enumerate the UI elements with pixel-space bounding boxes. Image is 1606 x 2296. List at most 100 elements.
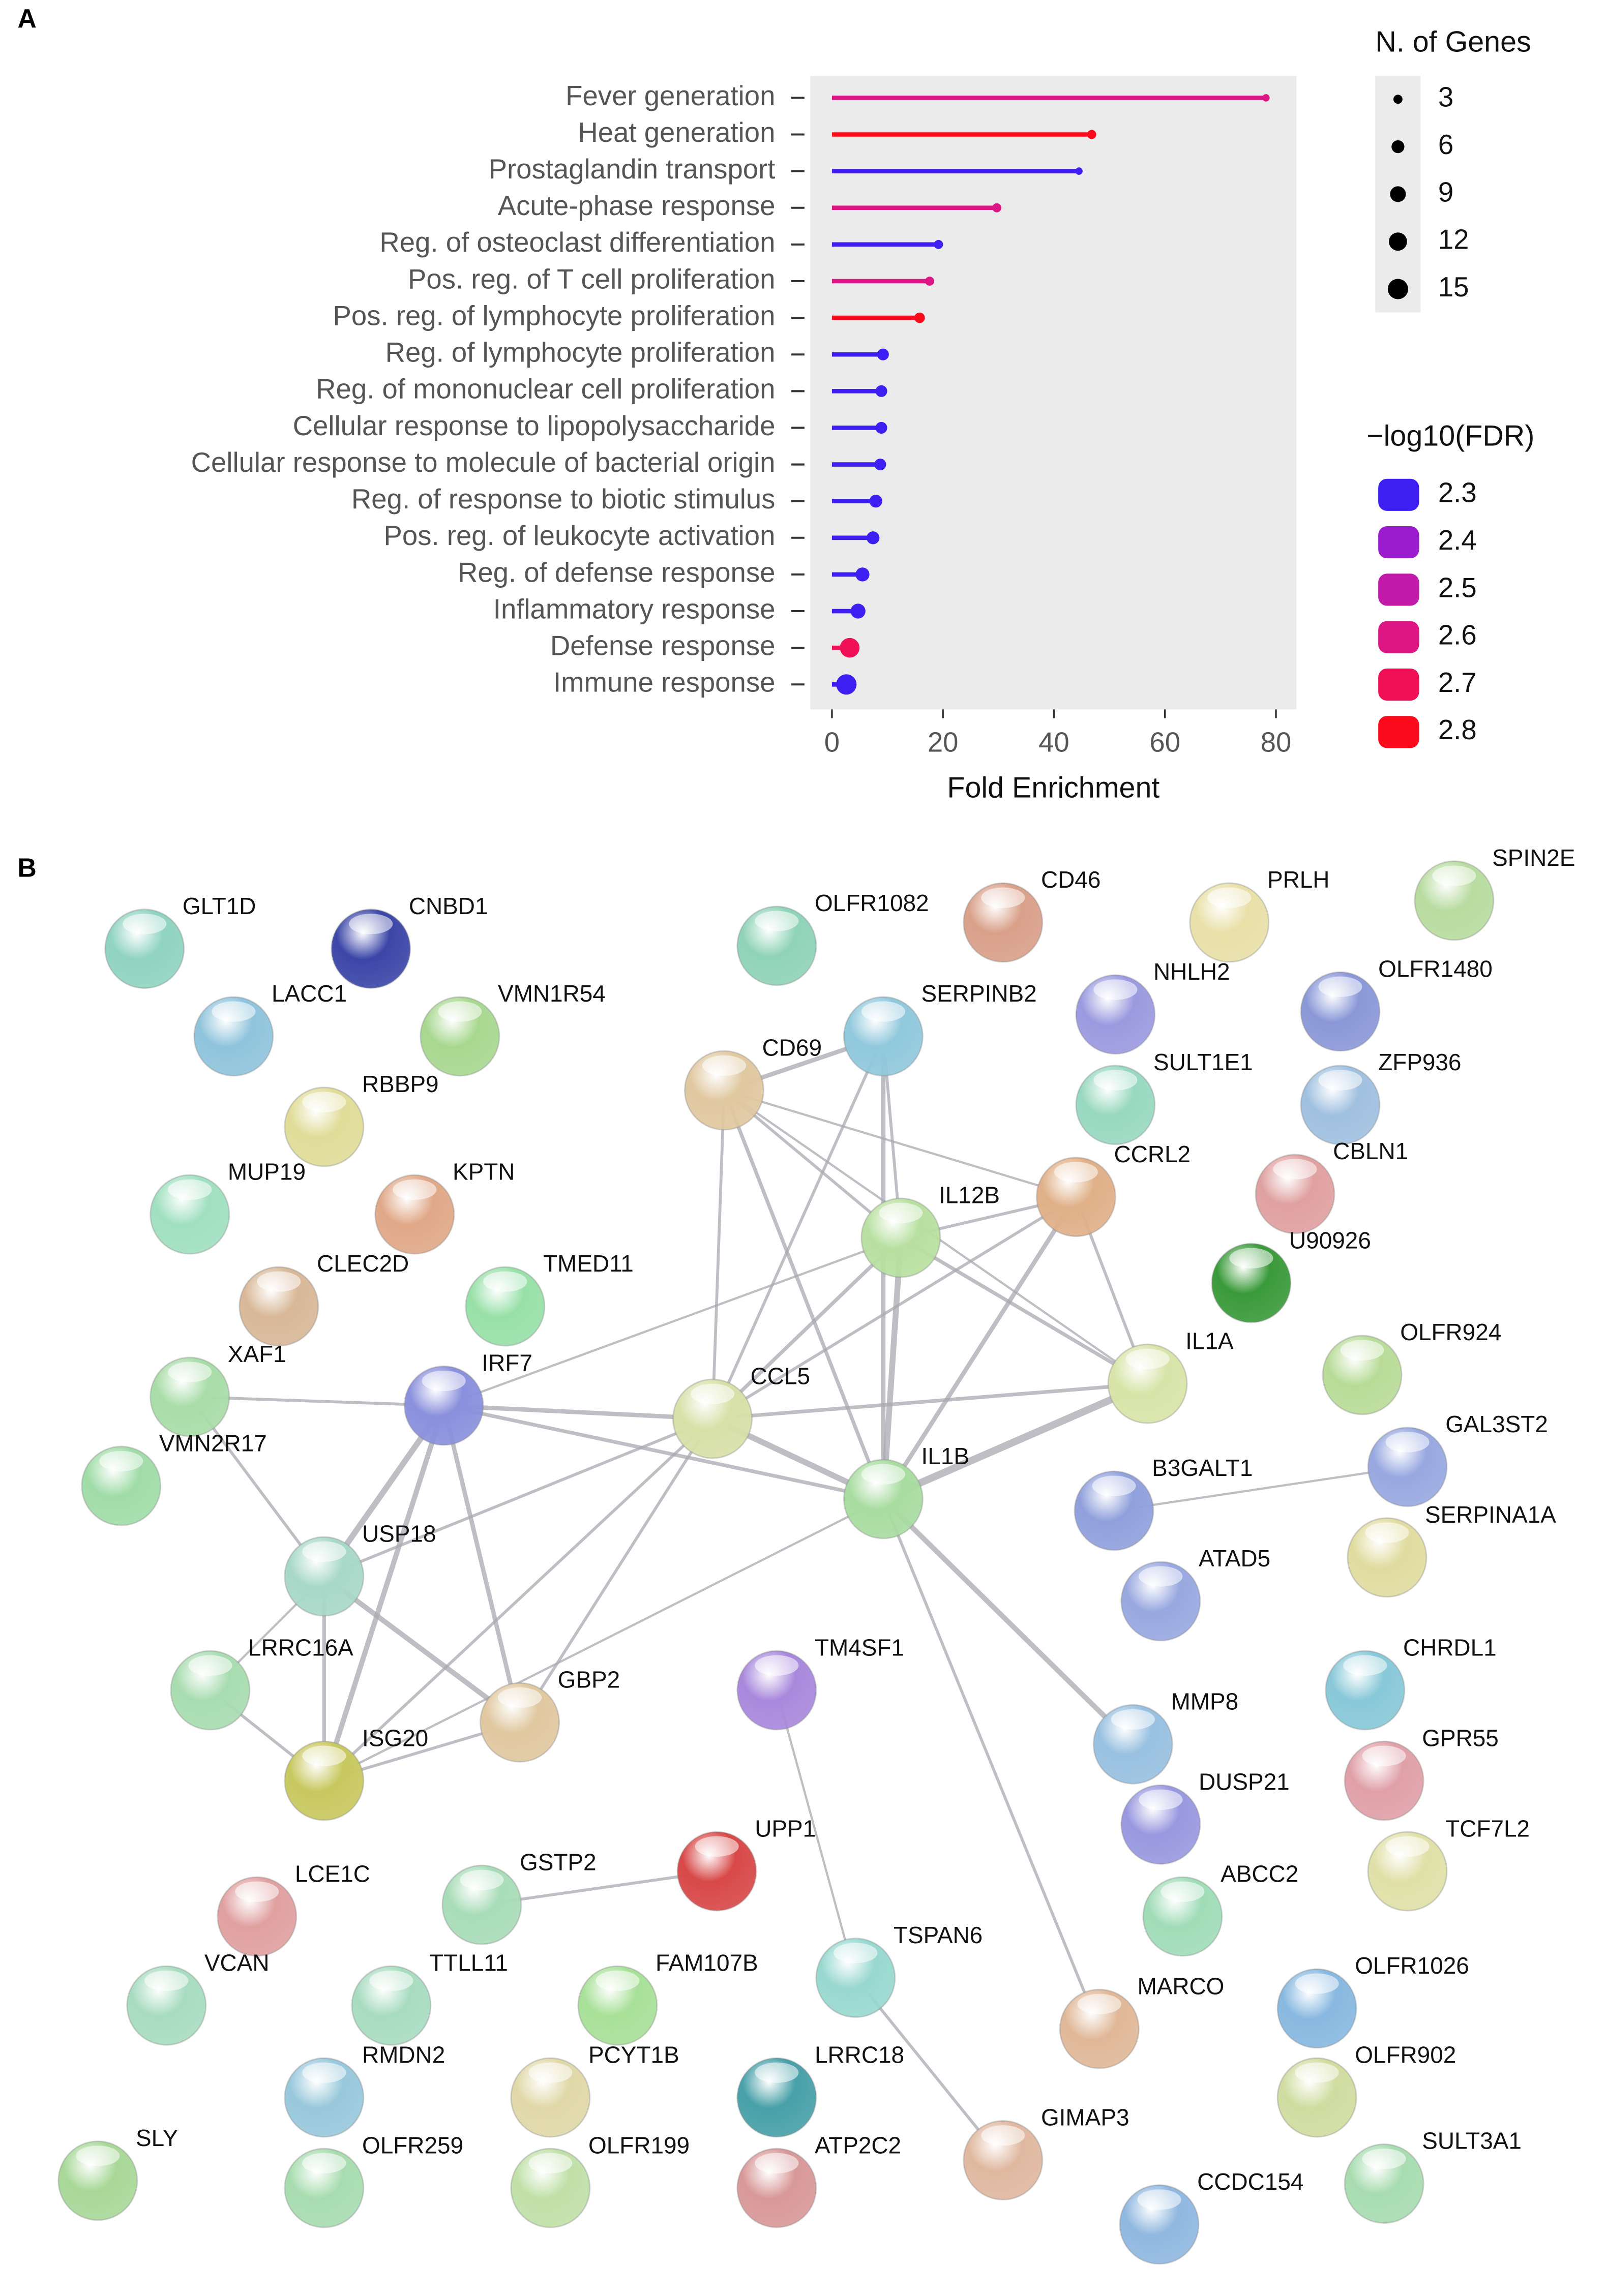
node-highlight — [981, 887, 1025, 908]
node — [1276, 2057, 1357, 2138]
node — [1074, 1470, 1154, 1551]
node-label: GIMAP3 — [1041, 2104, 1129, 2131]
category-label: Pos. reg. of lymphocyte proliferation — [333, 300, 776, 331]
dot — [874, 458, 886, 471]
x-tick-label: 20 — [928, 727, 959, 758]
node-highlight — [1054, 1162, 1098, 1183]
node-label: OLFR1026 — [1355, 1952, 1469, 1979]
x-tick-label: 80 — [1261, 727, 1292, 758]
edge — [882, 1380, 1149, 1503]
node-highlight — [1139, 1566, 1183, 1587]
node-label: CNBD1 — [409, 893, 488, 919]
node-label: CCL5 — [751, 1363, 810, 1389]
node-label: DUSP21 — [1199, 1768, 1290, 1795]
node-highlight — [1077, 1993, 1121, 2014]
edge — [712, 1382, 1148, 1421]
legend-label: 2.5 — [1438, 572, 1477, 603]
node — [1120, 1784, 1201, 1865]
dot — [925, 277, 934, 286]
node-highlight — [1273, 1159, 1317, 1180]
node-highlight — [755, 2062, 799, 2083]
node-highlight — [528, 2062, 573, 2083]
node — [1142, 1876, 1223, 1957]
node — [1347, 1517, 1427, 1598]
node — [1276, 1968, 1357, 2049]
node — [1119, 2184, 1200, 2265]
node-highlight — [1229, 1248, 1273, 1268]
dot — [875, 385, 887, 397]
node — [374, 1174, 455, 1255]
category-label: Reg. of lymphocyte proliferation — [385, 337, 776, 368]
legend-label: 2.3 — [1438, 477, 1477, 508]
node — [1189, 882, 1270, 963]
node — [1322, 1335, 1403, 1415]
node-highlight — [755, 911, 799, 931]
node-highlight — [144, 1970, 189, 1991]
node-label: LRRC16A — [248, 1634, 353, 1660]
node — [1107, 1343, 1188, 1424]
node-label: SERPINB2 — [921, 980, 1037, 1007]
node — [963, 2120, 1044, 2200]
node-label: UPP1 — [755, 1815, 816, 1841]
category-label: Heat generation — [578, 117, 775, 148]
node — [284, 1740, 365, 1821]
node-highlight — [483, 1271, 527, 1292]
node-label: IL1A — [1185, 1327, 1234, 1354]
legend-title: −log10(FDR) — [1366, 419, 1534, 452]
node-highlight — [393, 1179, 437, 1200]
x-tick-label: 60 — [1149, 727, 1180, 758]
edge — [900, 1236, 1149, 1385]
node-label: SPIN2E — [1492, 844, 1575, 871]
edge — [882, 1498, 1101, 2030]
node-label: CCRL2 — [1114, 1141, 1191, 1167]
node-label: PCYT1B — [588, 2041, 679, 2068]
legend-swatch — [1378, 573, 1419, 606]
legend-dot — [1390, 186, 1406, 202]
node — [1075, 1065, 1156, 1145]
node-highlight — [702, 1055, 747, 1076]
node-highlight — [1139, 1789, 1183, 1810]
node-highlight — [168, 1362, 212, 1382]
edge — [443, 1236, 902, 1407]
node-label: NHLH2 — [1153, 958, 1230, 985]
node — [465, 1266, 546, 1347]
node — [441, 1864, 522, 1945]
node-label: LRRC18 — [815, 2041, 904, 2068]
node-highlight — [438, 1001, 482, 1022]
node-label: OLFR924 — [1400, 1319, 1501, 1345]
category-label: Pos. reg. of T cell proliferation — [408, 263, 775, 294]
node-highlight — [302, 1092, 346, 1112]
node — [1092, 1704, 1173, 1785]
category-label: Immune response — [553, 667, 775, 698]
node — [510, 2148, 591, 2228]
node — [1367, 1831, 1448, 1912]
category-label: Reg. of mononuclear cell proliferation — [316, 374, 775, 405]
node — [1344, 1740, 1424, 1821]
node — [150, 1174, 230, 1255]
dot — [875, 421, 887, 434]
x-axis-title: Fold Enrichment — [947, 771, 1159, 804]
node-label: TMED11 — [543, 1250, 634, 1277]
node-highlight — [497, 1687, 542, 1708]
node-label: SERPINA1A — [1425, 1501, 1556, 1528]
node — [420, 996, 500, 1077]
dot — [869, 495, 882, 508]
x-tick-label: 0 — [824, 727, 840, 758]
category-label: Pos. reg. of leukocyte activation — [384, 520, 776, 551]
node — [860, 1197, 941, 1278]
legend-swatch — [1378, 621, 1419, 653]
node-highlight — [302, 2153, 346, 2173]
node — [1300, 971, 1381, 1052]
node-label: CHRDL1 — [1403, 1634, 1497, 1660]
node — [239, 1266, 319, 1347]
node — [81, 1445, 162, 1526]
edge — [711, 1195, 1077, 1421]
node-highlight — [1207, 887, 1252, 908]
x-tick-label: 40 — [1038, 727, 1069, 758]
node-label: PRLH — [1267, 866, 1330, 893]
node — [963, 882, 1044, 963]
node-highlight — [1093, 979, 1138, 1000]
edge — [711, 1036, 885, 1419]
node-label: CD69 — [762, 1034, 822, 1061]
node-highlight — [302, 1541, 346, 1562]
